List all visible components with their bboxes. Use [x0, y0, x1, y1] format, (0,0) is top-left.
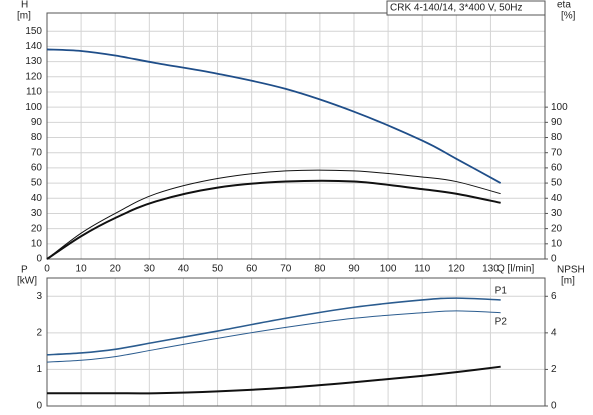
x-tick-label: 120: [448, 264, 465, 275]
y-axis-unit: [kW]: [17, 276, 37, 287]
y-tick-label: 60: [31, 163, 43, 174]
curve: [46, 310, 501, 363]
y-axis-unit: [m]: [17, 11, 31, 22]
x-tick-label: 40: [178, 264, 190, 275]
y-axis-label: P: [21, 265, 28, 276]
x-tick-label: 90: [348, 264, 360, 275]
y-tick-label: 20: [31, 223, 43, 234]
curve: [47, 365, 501, 395]
x-tick-label: 20: [110, 264, 122, 275]
y-tick-label: 10: [31, 238, 43, 249]
x-tick-label: 130: [482, 264, 499, 275]
y-tick-label: 40: [31, 193, 43, 204]
y-axis-label: H: [21, 0, 28, 11]
y2-axis-unit: [m]: [561, 276, 575, 287]
y2-axis-label: NPSH: [557, 265, 585, 276]
y2-tick-label: 30: [551, 208, 563, 219]
y2-tick-label: 10: [551, 238, 563, 249]
y-tick-label: 2: [36, 327, 42, 338]
curve: [46, 48, 502, 184]
y-tick-label: 150: [25, 26, 42, 37]
curve-label: P2: [495, 316, 508, 327]
x-tick-label: 110: [414, 264, 430, 275]
y-tick-label: 130: [25, 56, 42, 67]
curve: [46, 169, 501, 260]
x-tick-label: 30: [144, 264, 156, 275]
y-tick-label: 70: [31, 147, 43, 158]
y-tick-label: 0: [36, 401, 42, 412]
y-tick-label: 50: [31, 178, 43, 189]
y-tick-label: 30: [31, 208, 43, 219]
curve: [46, 179, 501, 260]
plot-frame: [46, 12, 546, 260]
y-tick-label: 110: [26, 87, 42, 98]
y-tick-label: 140: [25, 41, 42, 52]
y2-tick-label: 20: [551, 223, 563, 234]
chart-title: CRK 4-140/14, 3*400 V, 50Hz: [390, 3, 523, 14]
y-tick-label: 100: [25, 102, 42, 113]
y2-axis-unit: [%]: [561, 11, 576, 22]
y2-axis-label: eta: [557, 0, 571, 11]
y2-tick-label: 40: [551, 193, 563, 204]
y2-tick-label: 90: [551, 117, 563, 128]
plot-frame: [46, 277, 546, 407]
y-tick-label: 80: [31, 132, 43, 143]
title-box: [386, 0, 546, 16]
y-tick-label: 120: [25, 71, 42, 82]
y2-tick-label: 0: [551, 401, 557, 412]
x-tick-label: 70: [280, 264, 292, 275]
x-axis-label: Q [l/min]: [497, 264, 534, 275]
y-tick-label: 1: [36, 364, 42, 375]
y2-tick-label: 100: [551, 102, 568, 113]
y2-tick-label: 50: [551, 178, 563, 189]
y2-tick-label: 6: [551, 291, 557, 302]
x-tick-label: 50: [212, 264, 224, 275]
x-tick-label: 100: [380, 264, 397, 275]
y2-tick-label: 60: [551, 163, 563, 174]
y-tick-label: 0: [36, 254, 42, 265]
y2-tick-label: 0: [551, 254, 557, 265]
x-tick-label: 80: [314, 264, 326, 275]
x-tick-label: 60: [246, 264, 258, 275]
curve-label: P1: [495, 286, 508, 297]
y-tick-label: 90: [31, 117, 43, 128]
curve: [46, 297, 501, 356]
y-tick-label: 3: [36, 291, 42, 302]
y2-tick-label: 2: [551, 364, 557, 375]
y2-tick-label: 80: [551, 132, 563, 143]
x-tick-label: 10: [76, 264, 88, 275]
y2-tick-label: 70: [551, 147, 563, 158]
x-tick-label: 0: [44, 264, 50, 275]
y2-tick-label: 4: [551, 327, 557, 338]
